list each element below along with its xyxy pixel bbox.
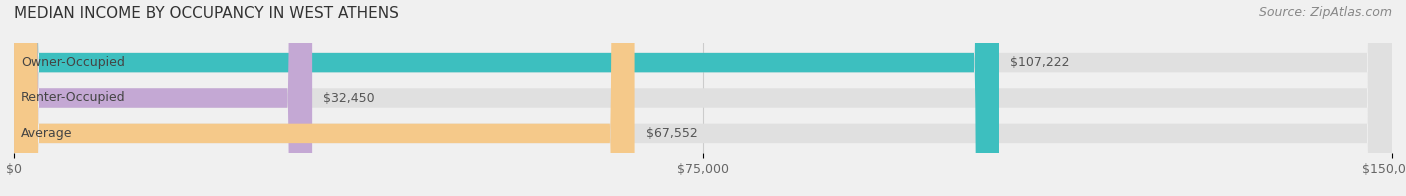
Text: $32,450: $32,450 xyxy=(323,92,375,104)
FancyBboxPatch shape xyxy=(14,0,1392,196)
Text: MEDIAN INCOME BY OCCUPANCY IN WEST ATHENS: MEDIAN INCOME BY OCCUPANCY IN WEST ATHEN… xyxy=(14,6,399,21)
Text: $67,552: $67,552 xyxy=(645,127,697,140)
Text: $107,222: $107,222 xyxy=(1010,56,1070,69)
Text: Average: Average xyxy=(21,127,73,140)
Text: Owner-Occupied: Owner-Occupied xyxy=(21,56,125,69)
FancyBboxPatch shape xyxy=(14,0,312,196)
Text: Renter-Occupied: Renter-Occupied xyxy=(21,92,125,104)
FancyBboxPatch shape xyxy=(14,0,1392,196)
FancyBboxPatch shape xyxy=(14,0,1392,196)
FancyBboxPatch shape xyxy=(14,0,634,196)
FancyBboxPatch shape xyxy=(14,0,1000,196)
Text: Source: ZipAtlas.com: Source: ZipAtlas.com xyxy=(1258,6,1392,19)
